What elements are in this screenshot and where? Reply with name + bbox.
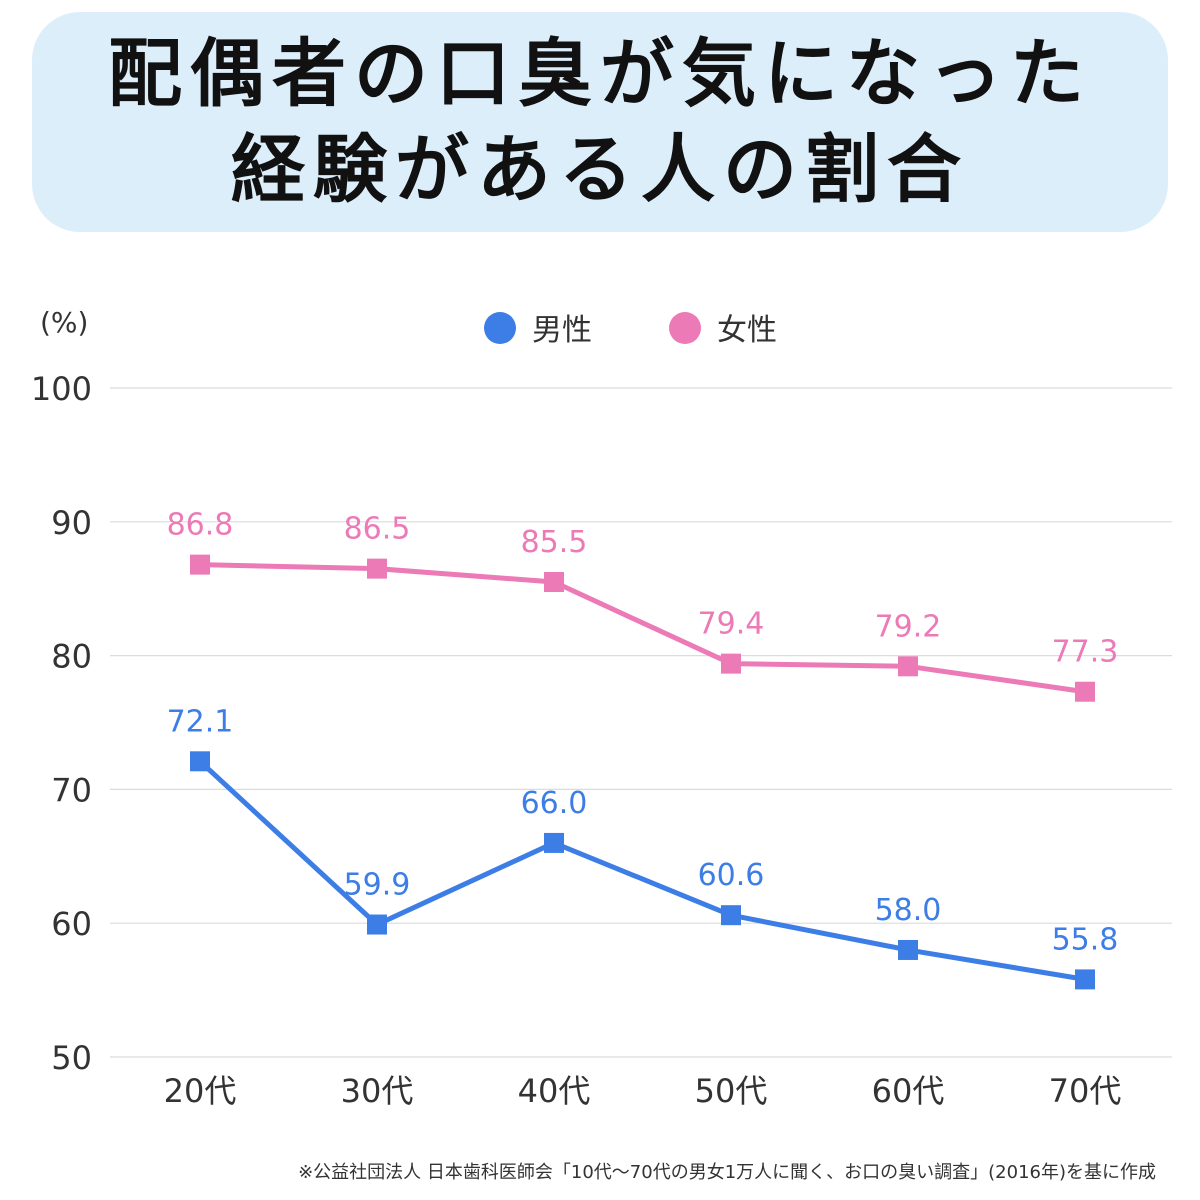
data-label: 86.5 <box>344 512 411 547</box>
chart-title-line-2: 経験がある人の割合 <box>231 127 969 213</box>
data-point <box>1075 681 1095 702</box>
x-tick-label: 40代 <box>518 1072 591 1110</box>
data-point <box>898 656 918 677</box>
data-label: 79.4 <box>698 607 765 642</box>
source-note: ※公益社団法人 日本歯科医師会「10代〜70代の男女1万人に聞く、お口の臭い調査… <box>298 1162 1156 1183</box>
x-tick-label: 60代 <box>872 1072 945 1110</box>
series-line <box>199 562 1086 695</box>
data-point <box>544 572 564 593</box>
data-label: 60.6 <box>698 858 765 893</box>
data-label: 77.3 <box>1052 635 1119 670</box>
y-axis-label: (%) <box>40 306 88 339</box>
data-point <box>190 554 210 575</box>
data-label: 59.9 <box>344 868 411 903</box>
chart-title-line-1: 配偶者の口臭が気になった <box>108 31 1092 117</box>
data-label: 86.8 <box>167 508 234 543</box>
data-point <box>544 832 564 853</box>
data-label: 79.2 <box>875 609 942 644</box>
data-label: 58.0 <box>875 893 942 928</box>
series-line <box>198 759 1086 982</box>
legend-label: 女性 <box>717 313 777 348</box>
data-label: 85.5 <box>521 525 588 560</box>
x-tick-label: 50代 <box>695 1072 768 1110</box>
data-point <box>898 939 918 960</box>
data-label: 72.1 <box>167 704 234 739</box>
data-label: 66.0 <box>521 786 588 821</box>
x-tick-label: 20代 <box>164 1072 237 1110</box>
legend-marker <box>484 312 516 344</box>
y-tick-label: 70 <box>51 771 92 809</box>
y-tick-label: 100 <box>31 370 92 408</box>
data-point <box>190 751 210 772</box>
x-tick-label: 30代 <box>341 1072 414 1110</box>
x-tick-label: 70代 <box>1049 1072 1122 1110</box>
data-point <box>721 653 741 674</box>
legend-marker <box>669 312 701 344</box>
data-label: 55.8 <box>1052 922 1119 957</box>
title-banner: 配偶者の口臭が気になった 経験がある人の割合 <box>32 12 1168 232</box>
legend-label: 男性 <box>532 313 592 348</box>
y-tick-label: 50 <box>51 1039 92 1077</box>
data-point <box>367 558 387 579</box>
y-tick-label: 60 <box>51 905 92 943</box>
data-point <box>721 905 741 926</box>
y-tick-label: 90 <box>51 504 92 542</box>
data-point <box>1075 969 1095 990</box>
data-point <box>367 914 387 935</box>
y-tick-label: 80 <box>51 638 92 676</box>
